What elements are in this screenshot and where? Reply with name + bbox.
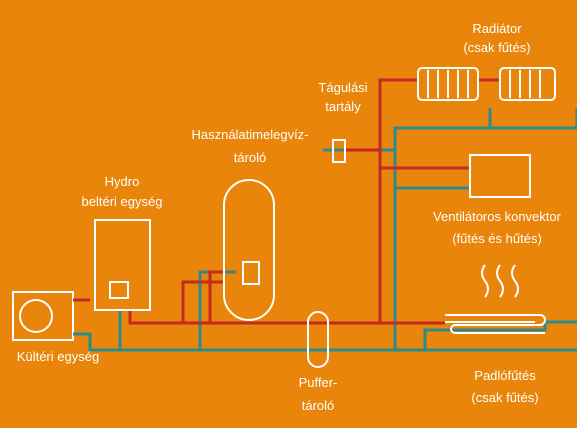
- outdoor-unit: [12, 291, 74, 341]
- label: (csak fűtés): [463, 40, 530, 55]
- label: (csak fűtés): [471, 390, 538, 405]
- supply-pipes: [128, 78, 500, 325]
- label: tároló: [302, 398, 335, 413]
- label: Kültéri egység: [17, 349, 99, 364]
- dhw-tank: [223, 179, 275, 321]
- label: Radiátor: [472, 21, 522, 36]
- label: Ventilátoros konvektor: [433, 209, 562, 224]
- label: tartály: [325, 99, 361, 114]
- buffer-tank: [307, 311, 329, 368]
- label: tároló: [234, 150, 267, 165]
- expansion-tank: [332, 139, 346, 163]
- label: Használatimelegvíz-: [191, 127, 308, 142]
- label: Hydro: [105, 174, 140, 189]
- floor-heating: [445, 264, 546, 334]
- hydro-unit: [94, 219, 151, 311]
- label: Padlófűtés: [474, 368, 536, 383]
- radiators: [417, 67, 556, 101]
- label: (fűtés és hűtés): [452, 231, 542, 246]
- label: beltéri egység: [82, 194, 163, 209]
- label: Tágulási: [318, 80, 367, 95]
- label: Puffer-: [299, 375, 338, 390]
- fan-coil: [469, 154, 531, 198]
